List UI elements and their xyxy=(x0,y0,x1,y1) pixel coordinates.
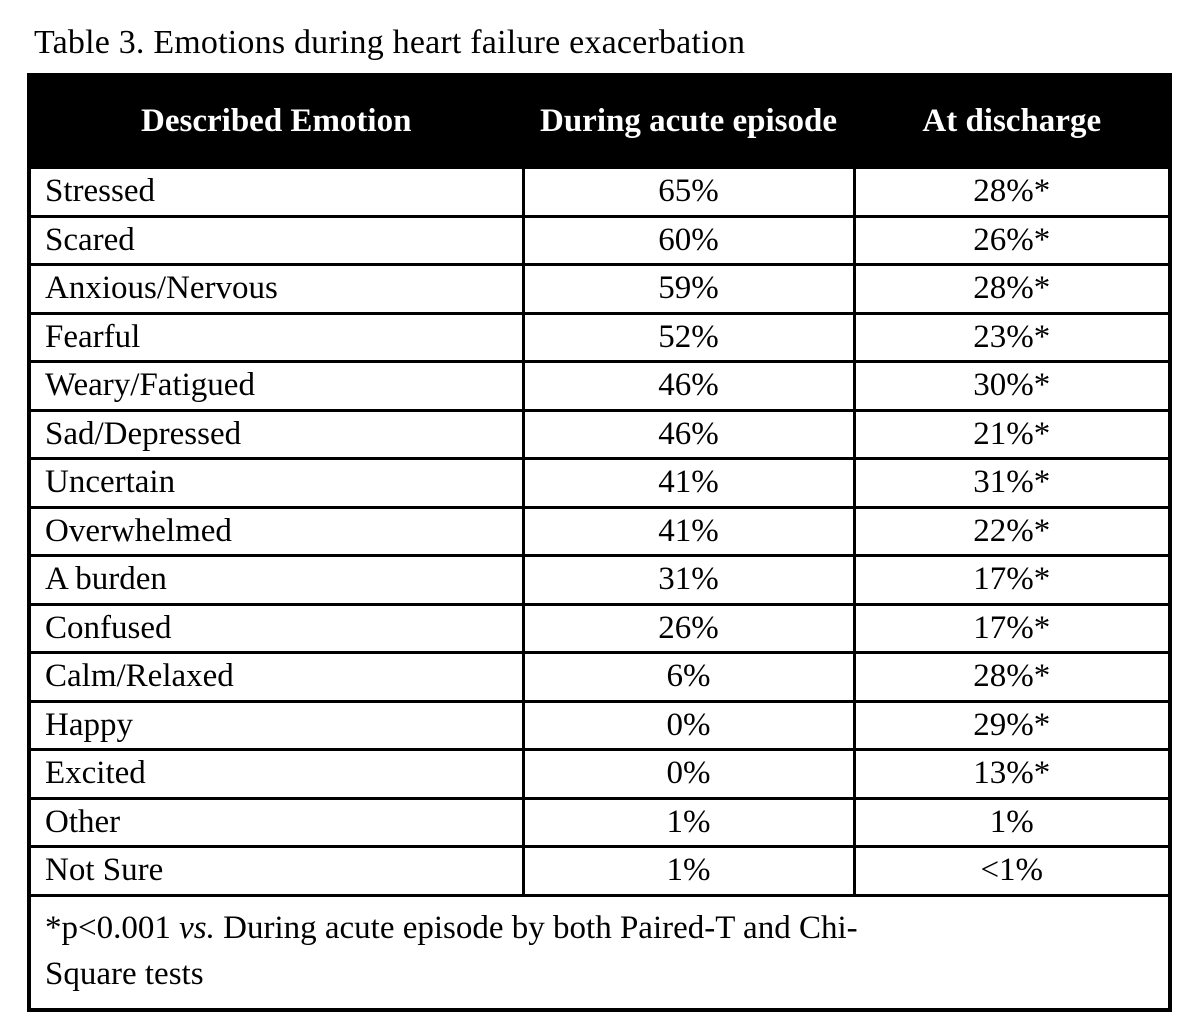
table-row: Other 1% 1% xyxy=(27,796,1172,848)
table-row: Stressed 65% 28%* xyxy=(27,166,1172,218)
table-row: Overwhelmed 41% 22%* xyxy=(27,505,1172,557)
acute-value: 46% xyxy=(521,408,856,460)
discharge-value: 1% xyxy=(852,796,1172,848)
discharge-value: 23%* xyxy=(852,311,1172,363)
emotion-label: Anxious/Nervous xyxy=(27,263,525,315)
acute-value: 31% xyxy=(521,554,856,606)
table-row: Excited 0% 13%* xyxy=(27,748,1172,800)
emotion-label: Weary/Fatigued xyxy=(27,360,525,412)
table-row: Happy 0% 29%* xyxy=(27,699,1172,751)
acute-value: 59% xyxy=(521,263,856,315)
table-footer: *p<0.001 vs. During acute episode by bot… xyxy=(27,893,1172,1012)
discharge-value: 31%* xyxy=(852,457,1172,509)
emotion-label: Excited xyxy=(27,748,525,800)
discharge-value: 17%* xyxy=(852,554,1172,606)
emotion-label: Not Sure xyxy=(27,845,525,897)
emotion-label: Overwhelmed xyxy=(27,505,525,557)
discharge-value: 17%* xyxy=(852,602,1172,654)
column-header-emotion: Described Emotion xyxy=(27,73,525,169)
column-header-acute: During acute episode xyxy=(521,73,856,169)
footnote: *p<0.001 vs. During acute episode by bot… xyxy=(27,893,1172,1012)
table-row: Confused 26% 17%* xyxy=(27,602,1172,654)
table-row: A burden 31% 17%* xyxy=(27,554,1172,606)
discharge-value: <1% xyxy=(852,845,1172,897)
table-body: Stressed 65% 28%* Scared 60% 26%* Anxiou… xyxy=(27,166,1172,897)
discharge-value: 30%* xyxy=(852,360,1172,412)
acute-value: 0% xyxy=(521,748,856,800)
table-row: Not Sure 1% <1% xyxy=(27,845,1172,897)
emotion-label: A burden xyxy=(27,554,525,606)
discharge-value: 28%* xyxy=(852,651,1172,703)
emotion-label: Confused xyxy=(27,602,525,654)
emotion-label: Sad/Depressed xyxy=(27,408,525,460)
acute-value: 41% xyxy=(521,457,856,509)
acute-value: 26% xyxy=(521,602,856,654)
discharge-value: 21%* xyxy=(852,408,1172,460)
emotion-label: Happy xyxy=(27,699,525,751)
header-row: Described Emotion During acute episode A… xyxy=(27,73,1172,169)
emotion-label: Fearful xyxy=(27,311,525,363)
acute-value: 46% xyxy=(521,360,856,412)
discharge-value: 26%* xyxy=(852,214,1172,266)
emotion-label: Calm/Relaxed xyxy=(27,651,525,703)
footnote-vs: vs. xyxy=(179,909,215,946)
discharge-value: 28%* xyxy=(852,166,1172,218)
emotion-label: Uncertain xyxy=(27,457,525,509)
acute-value: 1% xyxy=(521,796,856,848)
table-header: Described Emotion During acute episode A… xyxy=(27,73,1172,169)
discharge-value: 29%* xyxy=(852,699,1172,751)
table-row: Calm/Relaxed 6% 28%* xyxy=(27,651,1172,703)
emotion-label: Scared xyxy=(27,214,525,266)
emotion-label: Stressed xyxy=(27,166,525,218)
table-row: Weary/Fatigued 46% 30%* xyxy=(27,360,1172,412)
discharge-value: 22%* xyxy=(852,505,1172,557)
acute-value: 60% xyxy=(521,214,856,266)
table-row: Sad/Depressed 46% 21%* xyxy=(27,408,1172,460)
discharge-value: 13%* xyxy=(852,748,1172,800)
table-row: Fearful 52% 23%* xyxy=(27,311,1172,363)
table-row: Anxious/Nervous 59% 28%* xyxy=(27,263,1172,315)
footnote-line-2: Square tests xyxy=(45,956,204,993)
acute-value: 52% xyxy=(521,311,856,363)
table-row: Uncertain 41% 31%* xyxy=(27,457,1172,509)
acute-value: 1% xyxy=(521,845,856,897)
footnote-row: *p<0.001 vs. During acute episode by bot… xyxy=(27,893,1172,1012)
discharge-value: 28%* xyxy=(852,263,1172,315)
table-row: Scared 60% 26%* xyxy=(27,214,1172,266)
acute-value: 6% xyxy=(521,651,856,703)
acute-value: 41% xyxy=(521,505,856,557)
acute-value: 0% xyxy=(521,699,856,751)
emotions-table: Described Emotion During acute episode A… xyxy=(27,73,1172,1013)
table-title: Table 3. Emotions during heart failure e… xyxy=(34,24,746,61)
acute-value: 65% xyxy=(521,166,856,218)
emotion-label: Other xyxy=(27,796,525,848)
footnote-line-1: *p<0.001 vs. During acute episode by bot… xyxy=(45,909,858,946)
column-header-discharge: At discharge xyxy=(852,73,1172,169)
